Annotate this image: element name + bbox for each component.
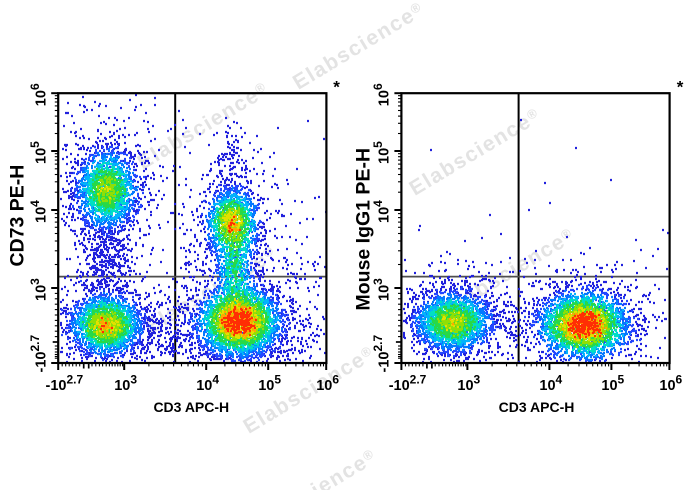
svg-text:*: * <box>333 77 340 96</box>
svg-text:CD73 PE-H: CD73 PE-H <box>7 165 29 267</box>
svg-text:Mouse IgG1 PE-H: Mouse IgG1 PE-H <box>353 148 375 311</box>
svg-text:CD3 APC-H: CD3 APC-H <box>153 399 229 415</box>
svg-text:*: * <box>677 77 684 96</box>
svg-text:CD3 APC-H: CD3 APC-H <box>499 399 575 415</box>
